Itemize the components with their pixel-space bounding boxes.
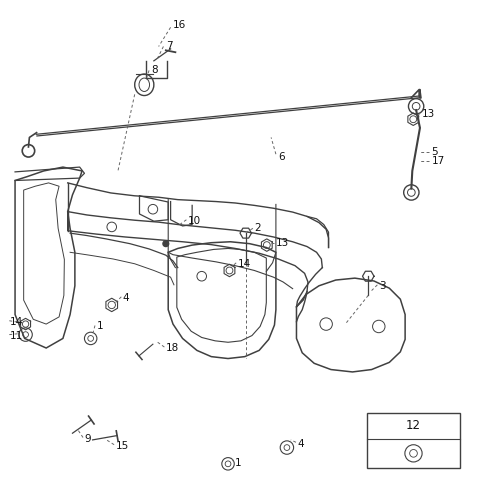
Text: 1: 1 <box>96 321 103 332</box>
Text: 14: 14 <box>238 259 251 269</box>
Text: 18: 18 <box>166 343 179 353</box>
Text: 10: 10 <box>187 216 201 226</box>
Bar <box>367 413 460 468</box>
Text: 4: 4 <box>298 439 304 449</box>
Text: 14: 14 <box>10 317 24 327</box>
Text: 12: 12 <box>406 419 421 432</box>
Text: 15: 15 <box>116 441 129 451</box>
Text: 4: 4 <box>123 293 130 303</box>
Text: 1: 1 <box>235 458 242 468</box>
Text: 9: 9 <box>84 434 91 444</box>
Text: 5: 5 <box>432 147 438 157</box>
Circle shape <box>163 241 168 247</box>
Text: 16: 16 <box>173 20 186 30</box>
Text: 7: 7 <box>166 42 172 51</box>
Text: 11: 11 <box>10 331 24 341</box>
Text: 8: 8 <box>152 65 158 75</box>
Text: 13: 13 <box>422 109 435 119</box>
Text: 13: 13 <box>276 238 289 248</box>
Text: 2: 2 <box>254 223 261 233</box>
Text: 17: 17 <box>432 156 444 166</box>
Text: 3: 3 <box>379 281 385 291</box>
Text: 6: 6 <box>278 151 285 161</box>
